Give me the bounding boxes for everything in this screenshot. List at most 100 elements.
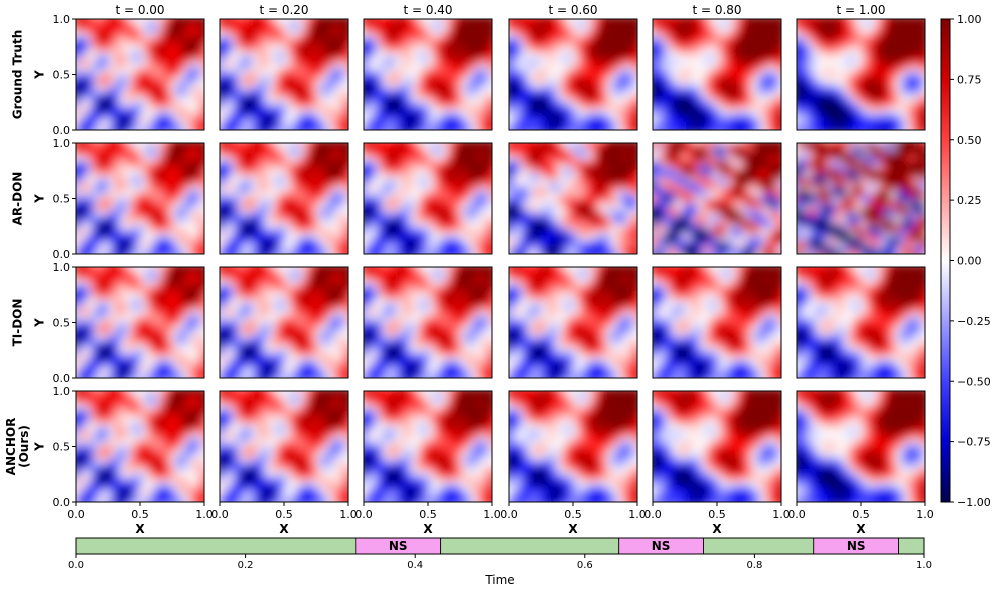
heatmap-cell	[85, 53, 92, 59]
heatmap-cell	[174, 70, 180, 76]
heatmap-cell	[244, 36, 251, 41]
heatmap-cell	[487, 65, 492, 71]
heatmap-cell	[851, 117, 857, 123]
heatmap-cell	[811, 104, 818, 110]
heatmap-cell	[607, 91, 613, 97]
heatmap-cell	[220, 83, 226, 88]
heatmap-cell	[875, 61, 882, 67]
heatmap-cell	[234, 44, 241, 50]
heatmap-cell	[149, 19, 156, 24]
heatmap-cell	[573, 61, 579, 67]
heatmap-cell	[682, 91, 689, 97]
heatmap-cell	[816, 57, 823, 63]
heatmap-cell	[851, 74, 857, 80]
heatmap-cell	[741, 53, 748, 59]
heatmap-cell	[905, 48, 911, 54]
heatmap-cell	[413, 65, 419, 71]
heatmap-cell	[169, 40, 176, 46]
heatmap-cell	[587, 91, 594, 97]
heatmap-cell	[80, 202, 87, 208]
heatmap-cell	[338, 91, 344, 97]
heatmap-cell	[174, 40, 180, 46]
heatmap-cell	[870, 83, 877, 88]
heatmap-cell	[100, 215, 107, 221]
heatmap-cell	[861, 53, 867, 59]
heatmap-cell	[533, 83, 540, 88]
heatmap-cell	[159, 91, 166, 97]
heatmap-cell	[462, 65, 468, 71]
heatmap-cell	[811, 108, 818, 114]
heatmap-cell	[333, 53, 339, 59]
heatmap-cell	[736, 112, 743, 118]
heatmap-cell	[472, 104, 478, 110]
heatmap-cell	[870, 125, 877, 130]
heatmap-cell	[513, 70, 520, 76]
heatmap-cell	[856, 19, 862, 24]
heatmap-cell	[677, 95, 684, 101]
heatmap-cell	[538, 78, 545, 84]
heatmap-cell	[293, 57, 300, 63]
heatmap-cell	[279, 48, 285, 54]
heatmap-cell	[811, 125, 818, 130]
heatmap-cell	[105, 44, 112, 50]
heatmap-cell	[169, 91, 176, 97]
heatmap-cell	[846, 91, 852, 97]
heatmap-cell	[826, 95, 833, 101]
heatmap-cell	[627, 117, 633, 123]
heatmap-cell	[76, 104, 82, 110]
heatmap-cell	[85, 91, 92, 97]
heatmap-cell	[452, 31, 459, 37]
heatmap-cell	[692, 40, 698, 46]
heatmap-cell	[692, 65, 698, 71]
heatmap-cell	[568, 95, 574, 101]
heatmap-cell	[841, 112, 847, 118]
heatmap-cell	[776, 87, 781, 93]
heatmap-cell	[249, 23, 256, 29]
heatmap-cell	[229, 23, 236, 29]
heatmap-cell	[612, 104, 618, 110]
heatmap-cell	[234, 91, 241, 97]
heatmap-cell	[816, 36, 823, 41]
heatmap-cell	[234, 78, 241, 84]
heatmap-cell	[667, 95, 674, 101]
heatmap-cell	[164, 31, 171, 37]
heatmap-cell	[582, 65, 589, 71]
heatmap-cell	[303, 61, 310, 67]
heatmap-cell	[920, 125, 925, 130]
heatmap-cell	[303, 91, 310, 97]
heatmap-cell	[925, 19, 931, 24]
heatmap-cell	[592, 19, 599, 24]
heatmap-cell	[467, 108, 473, 114]
heatmap-cell	[771, 100, 777, 105]
heatmap-cell	[801, 70, 808, 76]
heatmap-cell	[364, 23, 370, 29]
heatmap-cell	[632, 61, 637, 67]
heatmap-cell	[418, 74, 424, 80]
heatmap-cell	[250, 130, 256, 135]
heatmap-cell	[667, 57, 674, 63]
heatmap-cell	[125, 19, 131, 24]
heatmap-cell	[393, 36, 400, 41]
heatmap-cell	[726, 125, 733, 130]
heatmap-cell	[538, 112, 545, 118]
heatmap-cell	[523, 117, 530, 123]
heatmap-cell	[333, 83, 339, 88]
heatmap-cell	[865, 40, 872, 46]
heatmap-cell	[731, 40, 738, 46]
heatmap-cell	[528, 117, 535, 123]
heatmap-cell	[736, 48, 743, 54]
heatmap-cell	[249, 78, 256, 84]
heatmap-cell	[672, 27, 679, 33]
heatmap-cell	[534, 130, 540, 135]
heatmap-cell	[467, 70, 473, 76]
heatmap-cell	[841, 65, 847, 71]
heatmap-cell	[900, 65, 906, 71]
heatmap-cell	[602, 95, 609, 101]
heatmap-cell	[731, 112, 738, 118]
heatmap-cell	[692, 125, 698, 130]
heatmap-cell	[393, 104, 400, 110]
heatmap-cell	[861, 74, 867, 80]
heatmap-cell	[293, 44, 300, 50]
heatmap-cell	[632, 83, 637, 88]
heatmap-cell	[910, 53, 916, 59]
